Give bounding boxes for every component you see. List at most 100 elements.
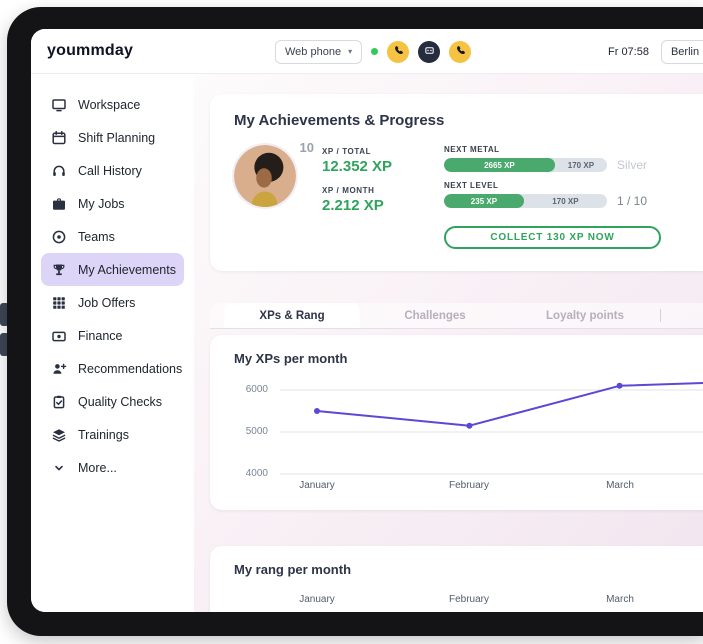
tab-xps-rang[interactable]: XPs & Rang (224, 303, 360, 328)
sidebar-item-label: Call History (78, 163, 142, 178)
top-bar: yoummday Web phone ▾ (31, 29, 703, 74)
x-label-january: January (299, 480, 335, 491)
dialpad-button[interactable] (418, 40, 441, 63)
sidebar-item-my-jobs[interactable]: My Jobs (41, 187, 184, 220)
next-level-done: 235 XP (444, 194, 524, 208)
sidebar-item-recommendations[interactable]: Recommendations (41, 352, 184, 385)
sidebar-item-more[interactable]: More... (41, 451, 184, 484)
online-status-dot (371, 48, 379, 55)
collect-xp-button[interactable]: COLLECT 130 XP NOW (444, 226, 661, 249)
layers-icon (51, 427, 67, 443)
progress-panel: NEXT METAL 2665 XP 170 XP Silver NEXT LE… (444, 145, 691, 249)
chevron-down-icon: ▾ (348, 47, 353, 56)
sidebar-item-job-offers[interactable]: Job Offers (41, 286, 184, 319)
sidebar-item-label: Quality Checks (78, 394, 163, 409)
rang-chart-x-axis: January February March (234, 594, 703, 607)
location-value: Berlin (670, 45, 700, 58)
sidebar-item-trainings[interactable]: Trainings (41, 418, 184, 451)
x-label-february: February (448, 594, 490, 605)
chevron-down-icon (51, 460, 67, 476)
sidebar-item-label: Workspace (78, 97, 141, 112)
y-tick: 4000 (245, 468, 268, 479)
clock-text: Fr 07:58 (608, 45, 649, 58)
xp-chart-card: My XPs per month 6000 5000 4000 January … (210, 335, 703, 510)
rang-chart-card: My rang per month January February March (210, 546, 703, 612)
sidebar-item-shift-planning[interactable]: Shift Planning (41, 121, 184, 154)
call-controls: Web phone ▾ (275, 29, 472, 74)
sidebar-item-my-achievements[interactable]: My Achievements (41, 253, 184, 286)
avatar[interactable] (234, 145, 296, 207)
xp-summary: 10 XP / TOTAL 12.352 XP XP / MONTH 2.212… (234, 140, 434, 249)
sidebar-item-label: Teams (78, 229, 115, 244)
achievements-card: My Achievements & Progress 10 XP / TOTAL (210, 94, 703, 271)
tab-divider (660, 309, 661, 322)
next-level-remaining: 170 XP (552, 196, 579, 206)
device-volume-up-button (0, 303, 9, 326)
wallet-icon (51, 328, 67, 344)
xp-chart-title: My XPs per month (234, 351, 348, 366)
x-label-january: January (299, 594, 335, 605)
sidebar-item-label: My Jobs (78, 196, 125, 211)
next-level-progress: 1 / 10 (617, 194, 648, 208)
sidebar-item-call-history[interactable]: Call History (41, 154, 184, 187)
level-number: 10 (299, 140, 314, 155)
app-window: yoummday Web phone ▾ (31, 29, 703, 612)
sidebar-item-quality-checks[interactable]: Quality Checks (41, 385, 184, 418)
sidebar-item-finance[interactable]: Finance (41, 319, 184, 352)
x-label-february: February (448, 480, 490, 491)
next-level-progressbar: 235 XP 170 XP (444, 194, 607, 208)
rang-chart-title: My rang per month (234, 562, 352, 577)
next-metal-progressbar: 2665 XP 170 XP (444, 158, 607, 172)
sidebar-item-workspace[interactable]: Workspace (41, 88, 184, 121)
briefcase-icon (51, 196, 67, 212)
header-right: Fr 07:58 Berlin ▾ (608, 29, 703, 74)
main-content: My Achievements & Progress 10 XP / TOTAL (194, 74, 703, 612)
sidebar-item-label: Shift Planning (78, 130, 156, 145)
xp-month-label: XP / MONTH (322, 186, 375, 195)
sidebar-nav: Workspace Shift Planning Call History My… (31, 74, 194, 612)
phone-hangup-icon (455, 44, 466, 59)
clipboard-check-icon (51, 394, 67, 410)
x-label-march: March (606, 594, 634, 605)
xp-total-value: 12.352 XP (322, 158, 393, 175)
dialpad-icon (424, 44, 435, 59)
xp-total-label: XP / TOTAL (322, 147, 372, 156)
sidebar-item-label: Recommendations (78, 361, 183, 376)
grid-icon (51, 295, 67, 311)
next-level-label: NEXT LEVEL (444, 181, 499, 190)
device-volume-down-button (0, 333, 9, 356)
content-tabs: XPs & Rang Challenges Loyalty points (210, 303, 703, 329)
next-metal-label: NEXT METAL (444, 145, 500, 154)
web-phone-dropdown[interactable]: Web phone ▾ (275, 39, 363, 64)
location-select[interactable]: Berlin ▾ (660, 39, 703, 64)
y-tick: 5000 (245, 426, 268, 437)
sidebar-item-teams[interactable]: Teams (41, 220, 184, 253)
sidebar-item-label: Job Offers (78, 295, 136, 310)
y-tick: 6000 (245, 384, 268, 395)
calendar-icon (51, 130, 67, 146)
sidebar-item-label: Trainings (78, 427, 129, 442)
next-metal-target: Silver (617, 158, 648, 172)
person-plus-icon (51, 361, 67, 377)
xp-line-chart: 6000 5000 4000 January February March (234, 378, 703, 496)
phone-call-icon (393, 44, 404, 59)
next-metal-done: 2665 XP (444, 158, 555, 172)
trophy-icon (51, 262, 67, 278)
xp-line-chart-svg (280, 382, 703, 475)
sidebar-item-label: Finance (78, 328, 123, 343)
headset-icon (51, 163, 67, 179)
monitor-icon (51, 97, 67, 113)
xp-month-value: 2.212 XP (322, 197, 384, 214)
circle-dot-icon (51, 229, 67, 245)
achievements-title: My Achievements & Progress (234, 112, 445, 129)
tab-challenges[interactable]: Challenges (404, 309, 466, 322)
sidebar-item-label: My Achievements (78, 262, 176, 277)
phone-hangup-button[interactable] (449, 40, 472, 63)
phone-call-button[interactable] (387, 40, 410, 63)
x-label-march: March (606, 480, 634, 491)
tab-loyalty-points[interactable]: Loyalty points (546, 309, 624, 322)
web-phone-label: Web phone (285, 45, 342, 58)
app-logo: yoummday (47, 42, 134, 59)
next-metal-remaining: 170 XP (567, 160, 595, 170)
